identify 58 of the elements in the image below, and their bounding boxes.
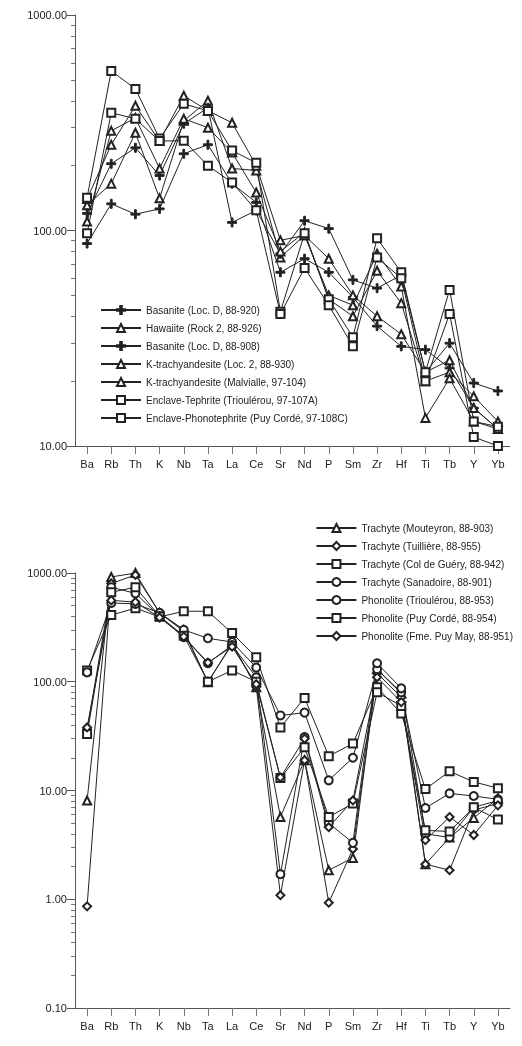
x-tick-label: Ce bbox=[249, 457, 264, 470]
x-tick-label: La bbox=[225, 1019, 240, 1032]
x-tick-label: Rb bbox=[104, 457, 119, 470]
legend-label: Trachyte (Mouteyron, 88-903) bbox=[361, 522, 494, 534]
x-tick-label: Hf bbox=[395, 457, 408, 470]
legend-label: Trachyte (Col de Guéry, 88-942) bbox=[361, 558, 505, 570]
legend-label: Trachyte (Sanadoire, 88-901) bbox=[361, 576, 492, 588]
x-tick-label: Zr bbox=[371, 457, 383, 470]
y-tick-label: 1000.00 bbox=[27, 567, 67, 579]
x-tick-label: Ta bbox=[202, 1019, 215, 1032]
legend-label: K-trachyandesite (Loc. 2, 88-930) bbox=[146, 358, 295, 370]
legend-label: Basanite (Loc. D, 88-920) bbox=[146, 304, 260, 316]
x-tick-label: Th bbox=[128, 457, 142, 470]
x-tick-label: Ti bbox=[421, 457, 430, 470]
y-tick-label: 0.10 bbox=[45, 1002, 67, 1014]
x-tick-label: Hf bbox=[395, 1019, 408, 1032]
y-tick-label: 100.00 bbox=[33, 224, 67, 237]
x-tick-label: Nd bbox=[297, 457, 312, 470]
x-tick-label: Ba bbox=[80, 457, 95, 470]
legend-label: K-trachyandesite (Malvialle, 97-104) bbox=[146, 376, 307, 388]
x-tick-label: Tb bbox=[443, 1019, 457, 1032]
x-tick-label: Sm bbox=[344, 1019, 362, 1032]
x-tick-label: Ta bbox=[202, 457, 215, 470]
x-tick-label: Sr bbox=[274, 457, 287, 470]
x-tick-label: Ce bbox=[249, 1019, 264, 1032]
y-tick-label: 1.00 bbox=[45, 893, 67, 906]
x-tick-label: Ba bbox=[80, 1019, 95, 1032]
x-tick-label: Nb bbox=[176, 457, 191, 470]
x-tick-label: Ti bbox=[421, 1019, 430, 1032]
x-tick-label: Y bbox=[470, 1019, 479, 1032]
x-tick-label: Yb bbox=[491, 457, 505, 470]
x-tick-label: Nb bbox=[176, 1019, 191, 1032]
x-tick-label: Nd bbox=[297, 1019, 312, 1032]
x-tick-label: P bbox=[325, 457, 333, 470]
legend-label: Phonolite (Puy Cordé, 88-954) bbox=[361, 612, 497, 624]
y-tick-label: 10.00 bbox=[39, 440, 67, 452]
y-tick-label: 1000.00 bbox=[27, 9, 67, 21]
legend-label: Phonolite (Fme. Puy May, 88-951) bbox=[361, 630, 514, 642]
legend-label: Enclave-Tephrite (Trioulérou, 97-107A) bbox=[146, 394, 318, 406]
x-tick-label: Yb bbox=[491, 1019, 505, 1032]
x-tick-label: Sm bbox=[344, 457, 362, 470]
x-tick-label: Zr bbox=[371, 1019, 383, 1032]
x-tick-label: Th bbox=[128, 1019, 142, 1032]
x-tick-label: Rb bbox=[104, 1019, 119, 1032]
x-tick-label: La bbox=[225, 457, 240, 470]
legend-label: Hawaiite (Rock 2, 88-926) bbox=[146, 322, 262, 334]
x-tick-label: K bbox=[155, 1019, 164, 1032]
x-tick-label: K bbox=[155, 457, 164, 470]
x-tick-label: Tb bbox=[443, 457, 457, 470]
y-tick-label: 100.00 bbox=[33, 675, 67, 688]
legend-label: Enclave-Phonotephrite (Puy Cordé, 97-108C) bbox=[146, 412, 348, 424]
legend-label: Basanite (Loc. D, 88-908) bbox=[146, 340, 260, 352]
legend-label: Trachyte (Tuillière, 88-955) bbox=[361, 540, 481, 552]
x-tick-label: P bbox=[325, 1019, 333, 1032]
x-tick-label: Sr bbox=[274, 1019, 287, 1032]
y-tick-label: 10.00 bbox=[39, 784, 67, 797]
legend-label: Phonolite (Trioulérou, 88-953) bbox=[361, 594, 494, 606]
x-tick-label: Y bbox=[470, 457, 479, 470]
